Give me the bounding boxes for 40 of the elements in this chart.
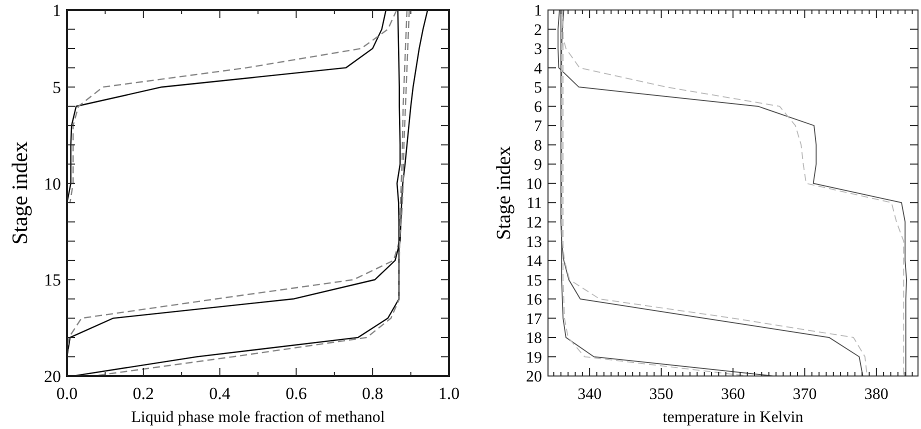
y-tick-label: 1	[534, 2, 542, 20]
x-axis-title: temperature in Kelvin	[662, 409, 804, 426]
x-tick-label: 1.0	[438, 384, 460, 403]
y-axis-title: Stage index	[7, 141, 32, 245]
y-tick-label: 13	[526, 234, 542, 251]
x-tick-label: 340	[578, 386, 602, 403]
y-tick-label: 7	[534, 118, 542, 136]
y-tick-label: 12	[526, 214, 542, 232]
y-tick-label: 17	[526, 310, 542, 328]
y-tick-label: 8	[534, 137, 542, 154]
y-tick-label: 20	[44, 366, 61, 386]
y-axis-title: Stage index	[493, 146, 515, 240]
x-tick-label: 0.4	[209, 384, 231, 403]
x-axis-title: Liquid phase mole fraction of methanol	[131, 409, 386, 426]
x-tick-label: 380	[864, 386, 888, 403]
y-tick-label: 15	[526, 272, 542, 290]
y-tick-label: 18	[526, 330, 542, 348]
y-tick-label: 15	[44, 270, 61, 290]
y-tick-label: 16	[526, 292, 542, 309]
y-tick-label: 2	[534, 22, 542, 39]
x-tick-label: 360	[721, 386, 745, 403]
y-tick-label: 9	[534, 156, 542, 174]
x-tick-label: 350	[649, 386, 674, 403]
y-tick-label: 6	[534, 98, 542, 116]
y-tick-label: 4	[534, 60, 542, 78]
y-tick-label: 10	[44, 174, 61, 194]
x-tick-label: 0.8	[362, 384, 384, 403]
y-tick-label: 5	[52, 78, 61, 98]
x-tick-label: 0.0	[56, 384, 78, 403]
y-tick-label: 10	[526, 176, 542, 193]
y-tick-label: 5	[534, 80, 542, 97]
y-tick-label: 3	[534, 41, 542, 58]
x-tick-label: 0.6	[286, 384, 307, 403]
x-tick-label: 370	[792, 386, 817, 403]
y-tick-label: 1	[52, 0, 61, 20]
y-tick-label: 19	[526, 349, 542, 366]
x-tick-label: 0.2	[132, 384, 154, 403]
y-tick-label: 11	[526, 195, 542, 212]
y-tick-label: 20	[526, 368, 542, 386]
y-tick-label: 14	[526, 253, 542, 270]
